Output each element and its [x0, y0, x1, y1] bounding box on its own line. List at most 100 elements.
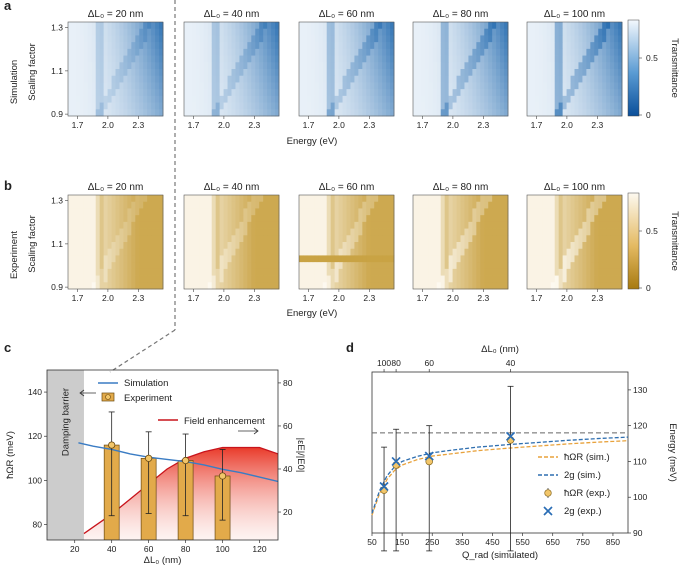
heatmap-cell	[504, 75, 509, 83]
heatmap-cell	[306, 42, 312, 50]
heatmap-cell	[390, 248, 395, 256]
heatmap-cell	[538, 109, 544, 117]
heatmap-cell	[203, 242, 209, 250]
heatmap-cell	[452, 235, 457, 243]
heatmap-cell	[416, 228, 422, 236]
heatmap-cell	[602, 262, 607, 270]
heatmap-cell	[574, 208, 579, 216]
heatmap-cell	[83, 282, 89, 290]
heatmap-cell	[476, 268, 481, 276]
heatmap-cell	[83, 201, 89, 209]
heatmap-cell	[299, 208, 304, 216]
heatmap-cell	[570, 22, 575, 30]
heatmap-cell	[271, 55, 276, 63]
heatmap-cell	[366, 75, 371, 83]
heatmap-cell	[275, 48, 280, 56]
x-tick-label: 1.7	[417, 293, 429, 303]
heatmap-cell	[235, 195, 240, 203]
heatmap-cell	[143, 215, 148, 223]
heatmap-cell	[123, 268, 128, 276]
heatmap-cell	[390, 22, 395, 30]
heatmap-cell	[338, 228, 343, 236]
heatmap-cell	[358, 282, 363, 290]
heatmap-cell	[428, 75, 434, 83]
heatmap-cell	[235, 109, 240, 117]
heatmap-cell	[586, 109, 591, 117]
heatmap-cell	[416, 268, 422, 276]
heatmap-cell	[554, 228, 560, 236]
heatmap-cell	[484, 195, 489, 203]
heatmap-cell	[416, 275, 422, 283]
heatmap-cell	[346, 42, 351, 50]
heatmap-cell	[151, 95, 156, 103]
heatmap-cell	[231, 215, 236, 223]
heatmap-cell	[538, 282, 544, 290]
heatmap-cell	[424, 215, 430, 223]
heatmap-cell	[390, 235, 395, 243]
heatmap-cell	[602, 235, 607, 243]
heatmap-cell	[574, 262, 579, 270]
heatmap-cell	[370, 35, 375, 43]
heatmap-cell	[416, 235, 422, 243]
heatmap-cell	[456, 282, 461, 290]
heatmap-cell	[187, 95, 193, 103]
heatmap-cell	[598, 22, 603, 30]
heatmap-cell	[460, 62, 465, 70]
heatmap-cell	[582, 42, 587, 50]
heatmap-cell	[115, 275, 120, 283]
heatmap-cell	[330, 268, 336, 276]
heatmap-title: ΔL₀ = 20 nm	[88, 182, 144, 193]
heatmap-cell	[574, 75, 579, 83]
heatmap-cell	[223, 82, 228, 90]
heatmap-cell	[554, 55, 560, 63]
heatmap-cell	[314, 35, 320, 43]
heatmap-cell	[390, 268, 395, 276]
heatmap-cell	[299, 102, 304, 110]
heatmap-cell	[151, 221, 156, 229]
heatmap-cell	[598, 235, 603, 243]
heatmap-cell	[566, 228, 571, 236]
heatmap-cell	[155, 268, 160, 276]
heatmap-cell	[582, 195, 587, 203]
heatmap-cell	[263, 215, 268, 223]
heatmap-sim-4: ΔL₀ = 80 nm1.7 2.0 2.3	[412, 9, 509, 130]
heatmap-cell	[590, 35, 595, 43]
heatmap-cell	[139, 282, 144, 290]
heatmap-cell	[374, 102, 379, 110]
heatmap-cell	[370, 275, 375, 283]
heatmap-cell	[306, 282, 312, 290]
heatmap-cell	[271, 22, 276, 30]
heatmap-cell	[602, 215, 607, 223]
heatmap-cell	[155, 62, 160, 70]
heatmap-cell	[247, 248, 252, 256]
heatmap-cell	[211, 42, 217, 50]
heatmap-cell	[602, 89, 607, 97]
heatmap-cell	[79, 28, 85, 36]
heatmap-cell	[314, 75, 320, 83]
heatmap-cell	[448, 109, 453, 117]
heatmap-cell	[139, 62, 144, 70]
heatmap-cell	[464, 208, 469, 216]
heatmap-cell	[554, 275, 560, 283]
heatmap-cell	[590, 255, 595, 263]
y-tick-label: 1.3	[51, 23, 63, 33]
heatmap-cell	[342, 228, 347, 236]
heatmap-cell	[390, 215, 395, 223]
heatmap-cell	[195, 69, 201, 77]
heatmap-cell	[267, 201, 272, 209]
heatmap-cell	[594, 215, 599, 223]
heatmap-cell	[95, 95, 101, 103]
heatmap-cell	[227, 201, 232, 209]
heatmap-cell	[444, 268, 450, 276]
heatmap-cell	[538, 268, 544, 276]
heatmap-cell	[326, 102, 332, 110]
heatmap-cell	[75, 95, 81, 103]
heatmap-cell	[496, 35, 501, 43]
heatmap-cell	[271, 268, 276, 276]
heatmap-cell	[488, 75, 493, 83]
heatmap-cell	[302, 262, 308, 270]
heatmap-cell	[610, 221, 615, 229]
heatmap-cell	[354, 109, 359, 117]
heatmap-cell	[271, 89, 276, 97]
heatmap-cell	[155, 221, 160, 229]
